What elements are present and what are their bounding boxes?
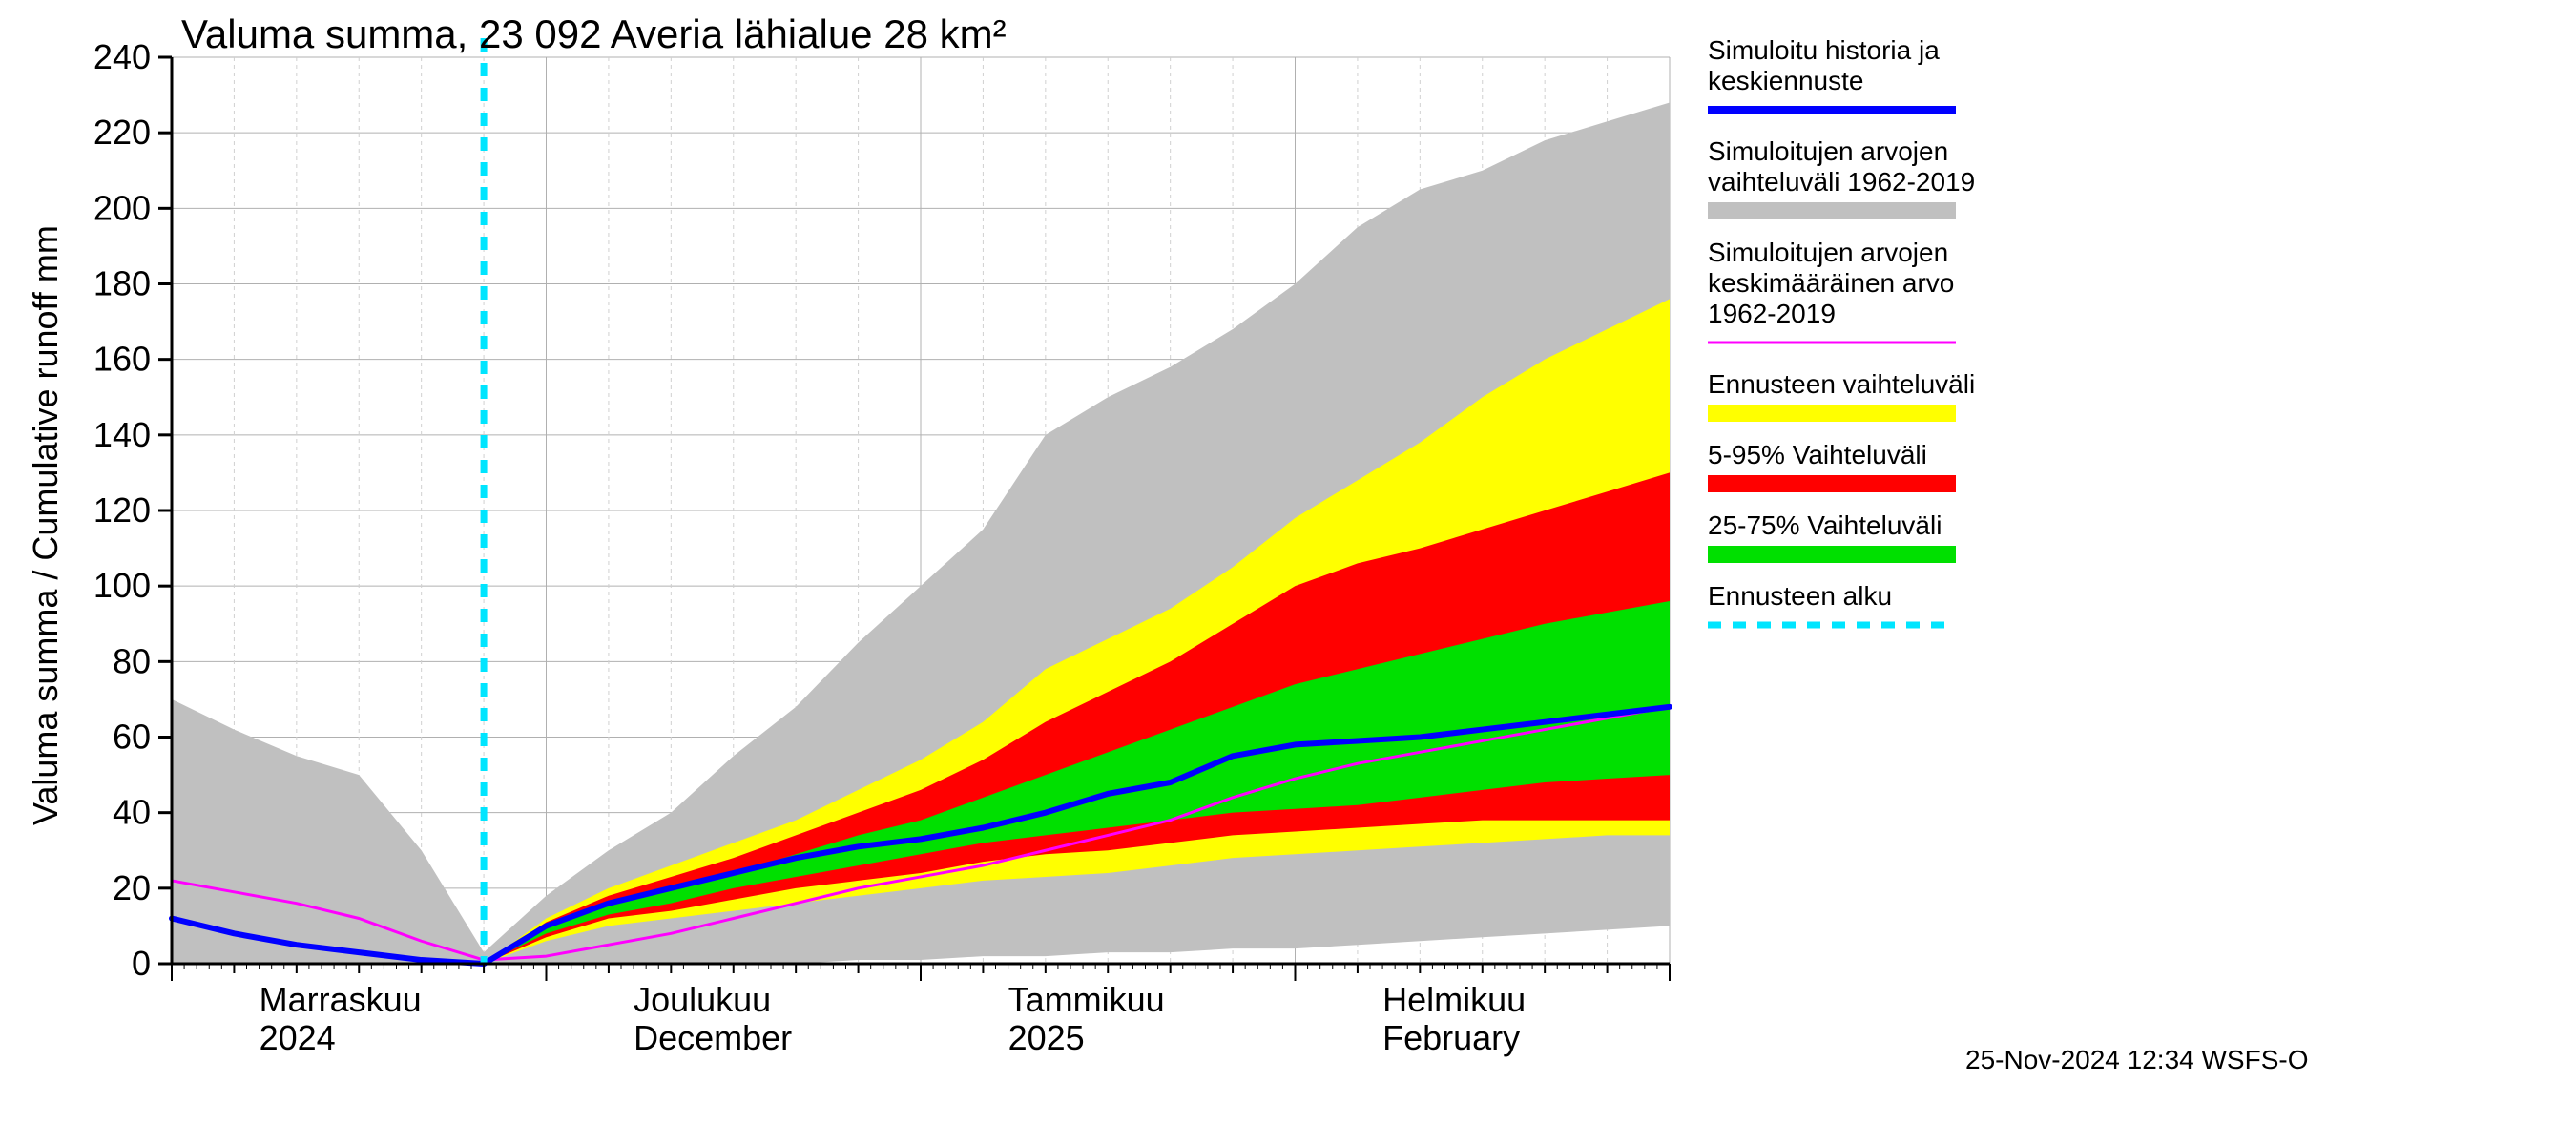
legend-label: keskimääräinen arvo [1708, 268, 1954, 298]
legend-label: 1962-2019 [1708, 299, 1836, 328]
y-tick-label: 100 [93, 566, 151, 605]
y-tick-label: 20 [113, 868, 151, 907]
legend-swatch [1708, 546, 1956, 563]
y-tick-label: 40 [113, 793, 151, 832]
y-tick-label: 180 [93, 264, 151, 303]
legend-label: keskiennuste [1708, 66, 1863, 95]
chart-footer: 25-Nov-2024 12:34 WSFS-O [1965, 1045, 2309, 1074]
x-month-sublabel: 2024 [260, 1018, 336, 1057]
legend-swatch [1708, 405, 1956, 422]
legend-label: 25-75% Vaihteluväli [1708, 510, 1942, 540]
y-tick-label: 160 [93, 340, 151, 379]
cumulative-runoff-chart: 0 20 40 60 80 100 120 140 160 180 200 220 240 Marrask… [0, 0, 2576, 1145]
legend-label: Simuloitujen arvojen [1708, 238, 1948, 267]
chart-title: Valuma summa, 23 092 Averia lähialue 28 … [181, 11, 1007, 56]
y-tick-label: 200 [93, 188, 151, 227]
legend-label: Ennusteen vaihteluväli [1708, 369, 1975, 399]
x-month-label: Marraskuu [260, 980, 422, 1019]
x-month-label: Joulukuu [634, 980, 771, 1019]
legend-swatch [1708, 475, 1956, 492]
y-tick-label: 120 [93, 490, 151, 530]
y-tick-label: 60 [113, 718, 151, 757]
x-month-sublabel: February [1382, 1018, 1520, 1057]
x-month-label: Tammikuu [1008, 980, 1165, 1019]
x-month-label: Helmikuu [1382, 980, 1526, 1019]
legend-label: Simuloitu historia ja [1708, 35, 1940, 65]
legend-label: 5-95% Vaihteluväli [1708, 440, 1927, 469]
legend-label: Simuloitujen arvojen [1708, 136, 1948, 166]
x-month-sublabel: December [634, 1018, 792, 1057]
y-tick-label: 140 [93, 415, 151, 454]
y-axis-label: Valuma summa / Cumulative runoff mm [26, 225, 65, 825]
y-tick-label: 240 [93, 37, 151, 76]
y-tick-label: 220 [93, 113, 151, 152]
y-tick-label: 0 [132, 944, 151, 983]
legend-swatch [1708, 202, 1956, 219]
legend-label: Ennusteen alku [1708, 581, 1892, 611]
legend-label: vaihteluväli 1962-2019 [1708, 167, 1975, 197]
x-month-sublabel: 2025 [1008, 1018, 1085, 1057]
y-tick-label: 80 [113, 641, 151, 680]
